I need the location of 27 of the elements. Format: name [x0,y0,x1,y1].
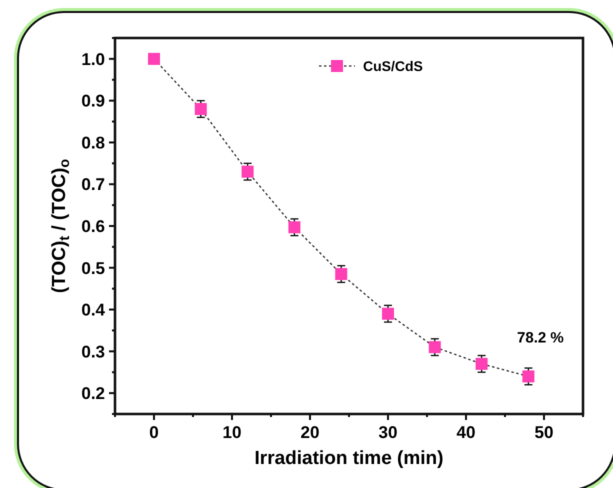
point [288,221,300,234]
y-tick-label: 0.7 [81,175,105,194]
x-axis-title: Irradiation time (min) [254,448,444,469]
x-tick-label: 30 [378,423,398,442]
point [428,341,441,354]
x-tick-label: 10 [222,423,242,442]
x-tick-label: 50 [534,423,554,442]
y-tick-label: 0.4 [81,300,106,320]
legend-label: CuS/CdS [363,58,423,74]
y-tick-label: 1.0 [81,50,105,69]
annotation: 78.2 % [517,329,564,346]
x-tick-label: 20 [300,423,320,442]
point [148,52,160,65]
y-tick-label: 0.2 [81,384,105,404]
y-tick-label: 0.8 [81,133,105,152]
y-tick-label: 0.6 [81,217,105,236]
point [335,268,348,280]
y-tick-label: 0.9 [81,92,105,111]
x-tick-label: 0 [149,423,159,442]
point [476,358,488,370]
point [242,166,254,178]
point [522,370,534,382]
y-tick-label: 0.3 [81,342,105,362]
y-tick-label: 0.5 [81,258,105,278]
point [194,103,207,116]
point [382,308,394,320]
x-tick-label: 40 [456,423,476,442]
